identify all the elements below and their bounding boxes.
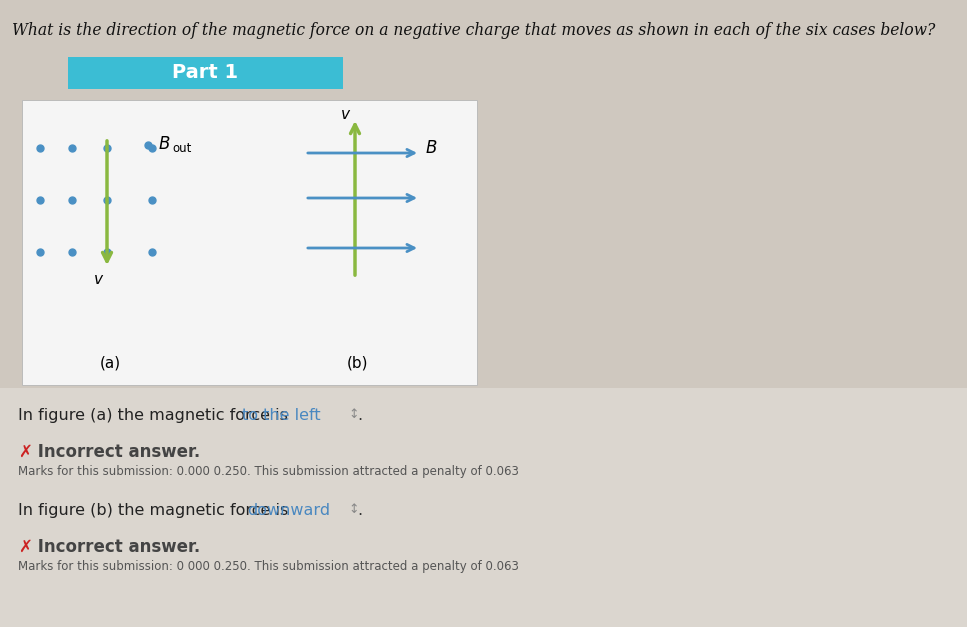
Text: out: out bbox=[172, 142, 191, 154]
FancyBboxPatch shape bbox=[22, 100, 477, 385]
Text: $B$: $B$ bbox=[425, 139, 437, 157]
FancyBboxPatch shape bbox=[68, 57, 343, 89]
Text: to the left: to the left bbox=[242, 408, 321, 423]
Text: Marks for this submission: 0 000 0.250. This submission attracted a penalty of 0: Marks for this submission: 0 000 0.250. … bbox=[18, 560, 519, 573]
Text: ✗: ✗ bbox=[18, 538, 32, 556]
FancyBboxPatch shape bbox=[0, 388, 967, 627]
Text: What is the direction of the magnetic force on a negative charge that moves as s: What is the direction of the magnetic fo… bbox=[12, 22, 935, 39]
Text: ✗: ✗ bbox=[18, 443, 32, 461]
Text: ↕: ↕ bbox=[348, 503, 359, 516]
Text: v: v bbox=[94, 272, 103, 287]
Text: .: . bbox=[357, 503, 362, 518]
Text: ↕: ↕ bbox=[348, 408, 359, 421]
Text: (b): (b) bbox=[347, 356, 368, 371]
Text: Part 1: Part 1 bbox=[172, 63, 239, 83]
Text: In figure (b) the magnetic force is: In figure (b) the magnetic force is bbox=[18, 503, 288, 518]
Text: In figure (a) the magnetic force is: In figure (a) the magnetic force is bbox=[18, 408, 288, 423]
Text: (a): (a) bbox=[100, 356, 121, 371]
Text: Marks for this submission: 0.000 0.250. This submission attracted a penalty of 0: Marks for this submission: 0.000 0.250. … bbox=[18, 465, 519, 478]
Text: Incorrect answer.: Incorrect answer. bbox=[32, 443, 200, 461]
Text: $B$: $B$ bbox=[158, 135, 170, 153]
Text: downward: downward bbox=[247, 503, 330, 518]
Text: .: . bbox=[357, 408, 362, 423]
Text: Incorrect answer.: Incorrect answer. bbox=[32, 538, 200, 556]
Text: v: v bbox=[341, 107, 350, 122]
